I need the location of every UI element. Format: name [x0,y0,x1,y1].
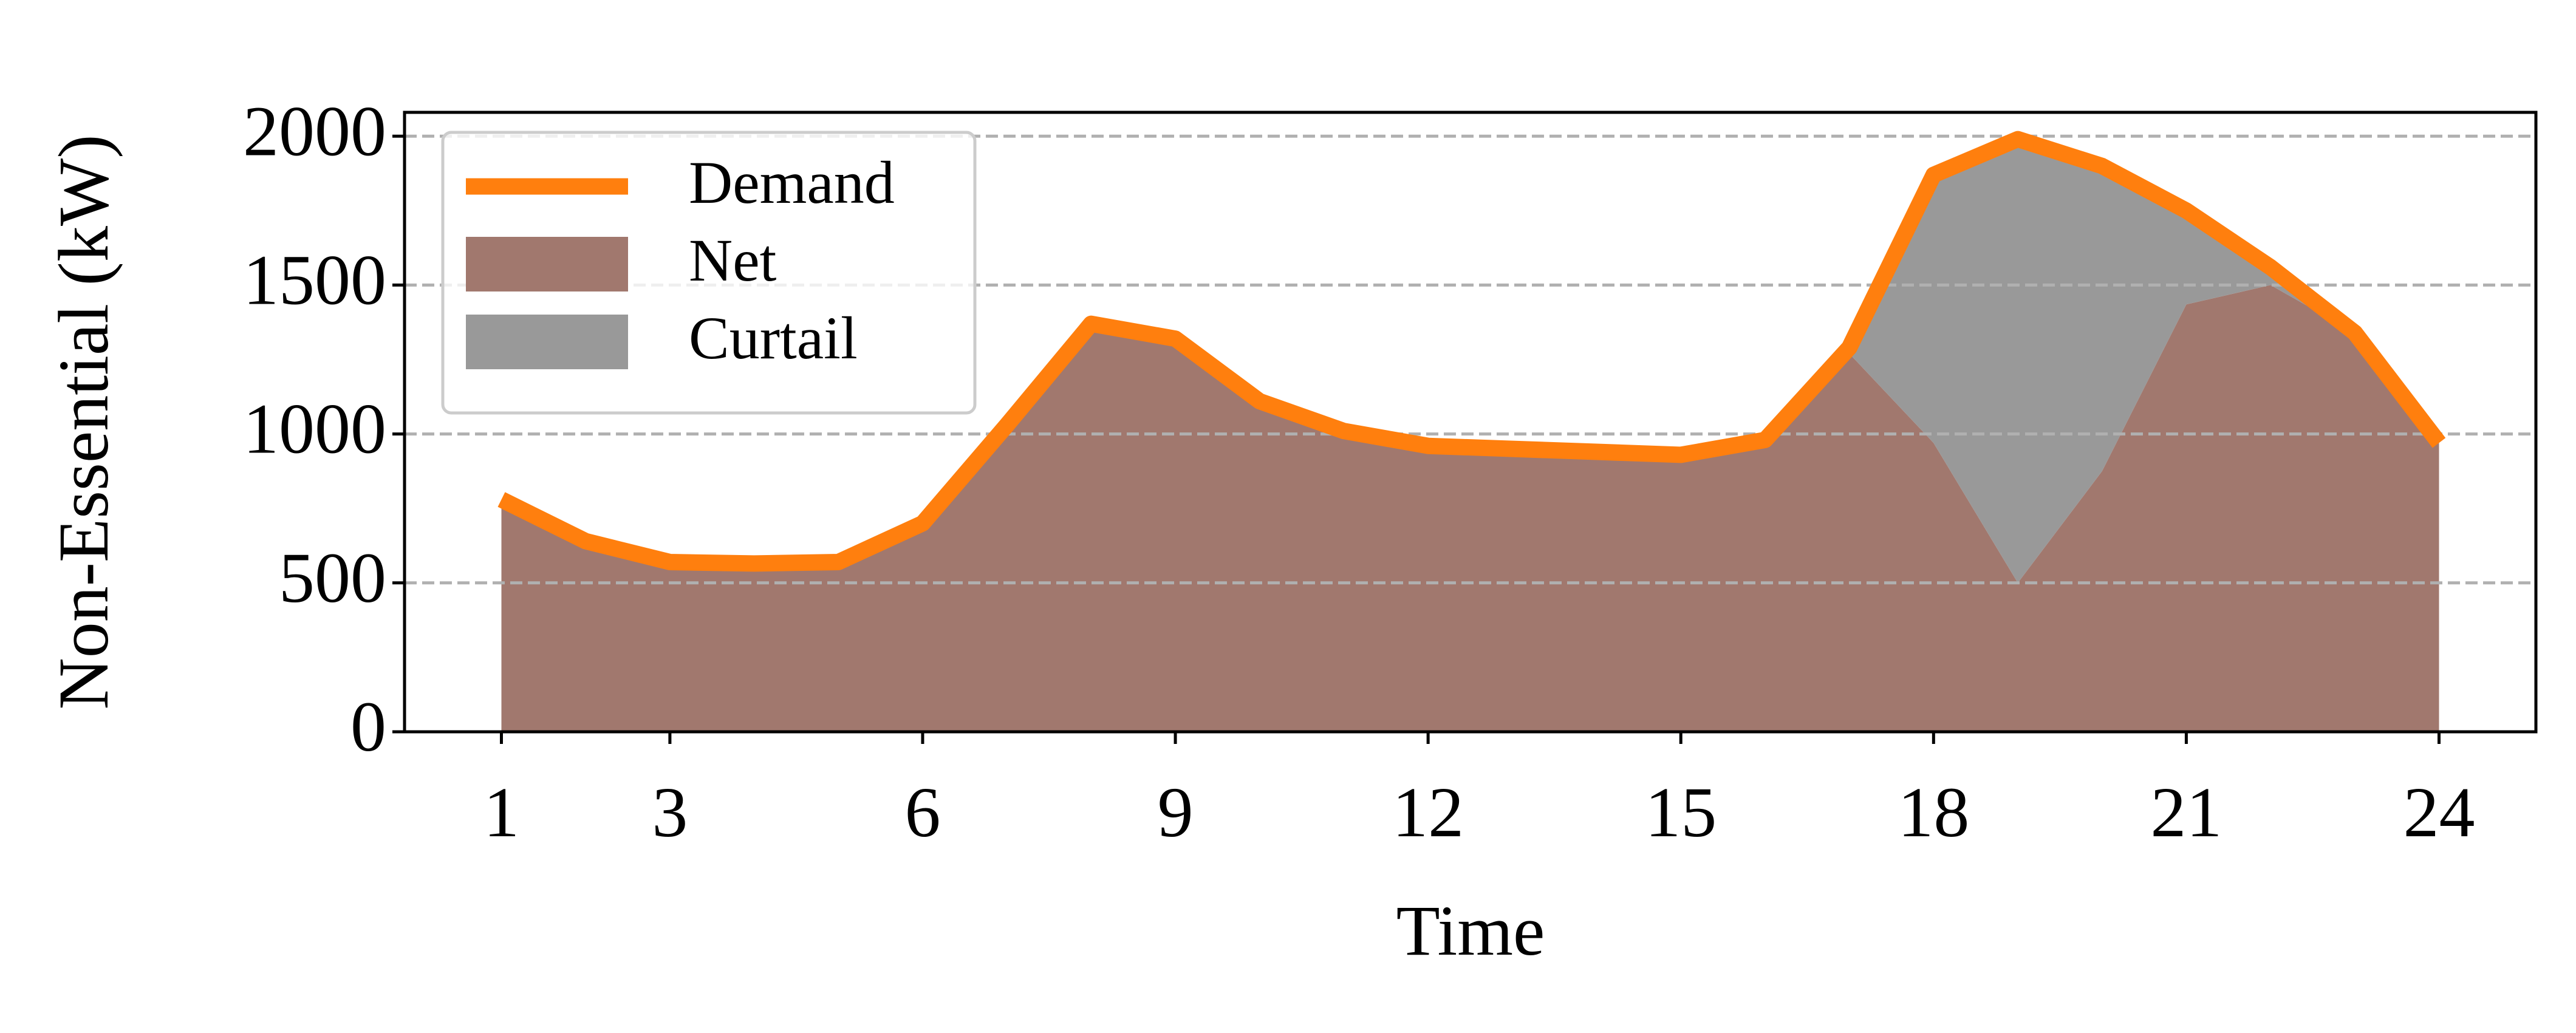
x-tick-label: 18 [1898,772,1969,852]
legend-label: Net [689,227,777,294]
area [501,285,2439,732]
y-tick-label: 1000 [243,389,386,469]
legend-label: Demand [689,149,895,216]
line [497,131,2446,572]
y-tick-label: 500 [279,538,386,618]
x-tick-label: 6 [904,772,940,852]
x-tick-label: 21 [2150,772,2222,852]
legend-label: Curtail [689,304,858,372]
x-tick-label: 9 [1158,772,1194,852]
x-tick-label: 24 [2403,772,2475,852]
x-tick-label: 12 [1392,772,1464,852]
y-tick-label: 0 [350,687,386,766]
y-axis-label: Non-Essential (kW) [44,135,123,710]
y-tick-label: 1500 [243,240,386,320]
area [501,139,2439,583]
x-tick-label: 1 [483,772,519,852]
legend-patch [466,315,628,369]
plot-frame [403,111,2538,734]
x-axis-label: Time [1396,891,1545,970]
x-tick-label: 15 [1645,772,1717,852]
legend-patch [466,237,628,291]
x-tick-label: 3 [652,772,688,852]
y-tick-label: 2000 [243,91,386,171]
